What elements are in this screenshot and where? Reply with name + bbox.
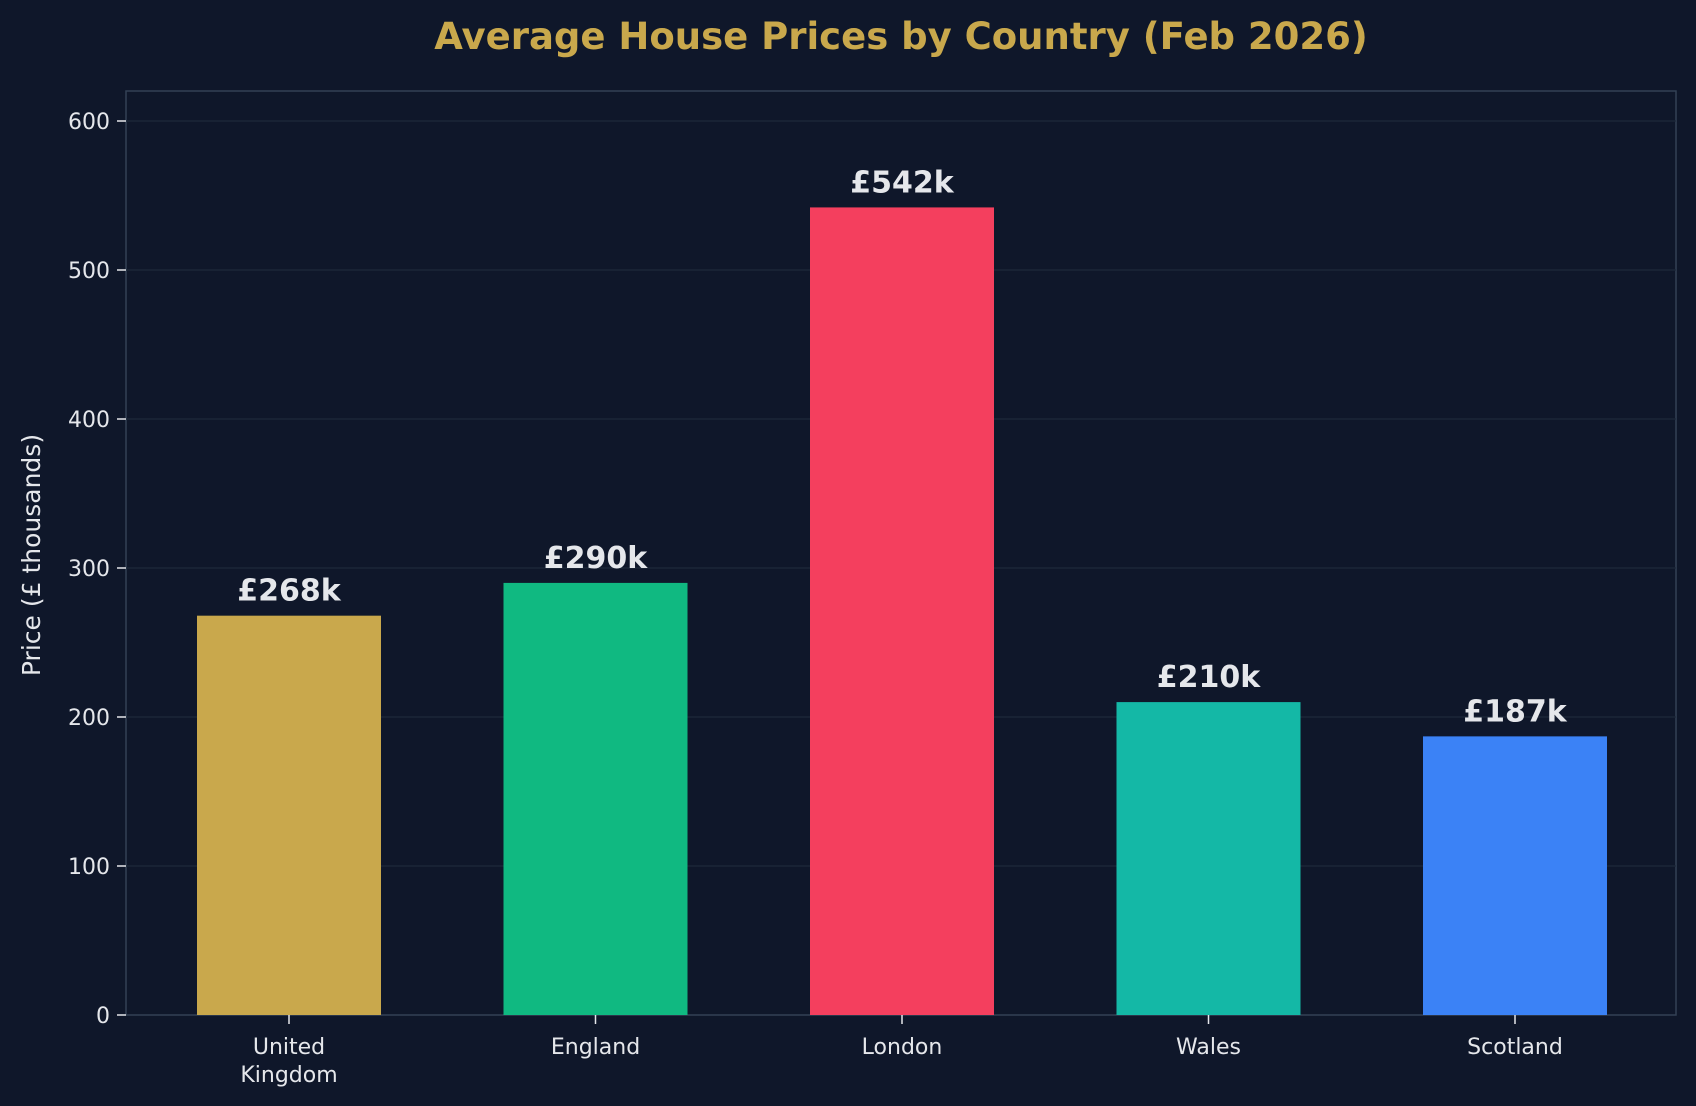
y-tick-label: 600: [68, 110, 110, 135]
x-tick-label: London: [862, 1035, 943, 1060]
bar: [503, 582, 688, 1015]
data-label: £268k: [237, 574, 341, 609]
data-label: £542k: [850, 165, 954, 200]
x-tick-label: United Kingdom: [240, 1035, 337, 1088]
x-tick-label: Scotland: [1467, 1035, 1563, 1060]
x-axis-ticks: United Kingdom England London Wales Scotland: [240, 1015, 1563, 1088]
x-tick-label: England: [551, 1035, 640, 1060]
bar: [197, 615, 381, 1015]
bars: [197, 207, 1607, 1016]
data-label: £290k: [544, 541, 648, 576]
bar: [810, 207, 994, 1016]
y-axis-label: Price (£ thousands): [17, 434, 46, 676]
bar: [1423, 736, 1607, 1015]
x-tick-label: Wales: [1176, 1035, 1241, 1060]
data-labels: £268k £290k £542k £210k £187k: [237, 165, 1567, 729]
y-tick-label: 100: [68, 855, 110, 880]
y-tick-label: 400: [68, 408, 110, 433]
bar: [1116, 702, 1301, 1015]
y-tick-label: 500: [68, 259, 110, 284]
data-label: £210k: [1157, 660, 1261, 695]
y-tick-label: 0: [96, 1004, 110, 1029]
y-axis-ticks: 0 100 200 300 400 500 600: [68, 110, 126, 1029]
chart-title: Average House Prices by Country (Feb 202…: [434, 15, 1368, 58]
y-tick-label: 200: [68, 706, 110, 731]
y-tick-label: 300: [68, 557, 110, 582]
data-label: £187k: [1463, 694, 1567, 729]
